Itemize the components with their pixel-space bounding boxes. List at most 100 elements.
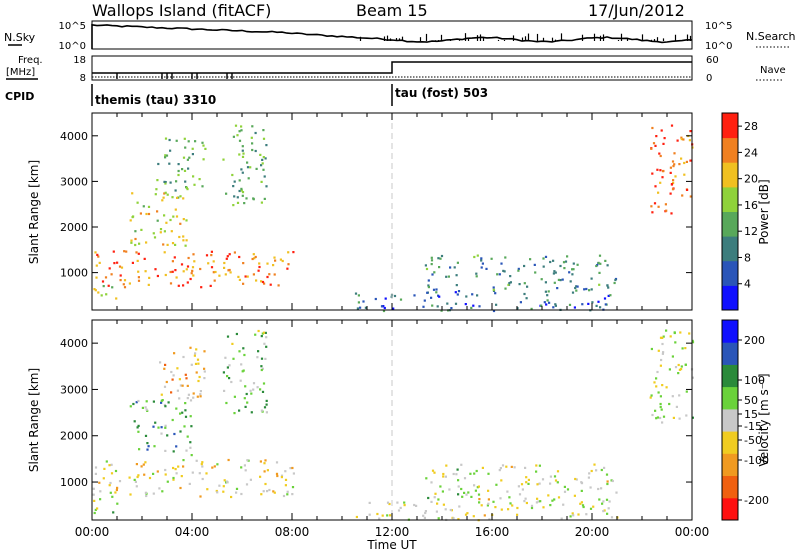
range-cell [211,466,214,469]
range-cell [572,268,575,271]
range-cell [262,156,265,159]
range-cell [424,510,427,513]
range-cell [260,365,263,368]
range-cell [549,482,552,485]
range-cell [176,196,179,199]
range-cell [291,486,295,489]
range-cell [137,430,140,433]
range-cell [662,351,665,354]
range-cell [194,140,197,143]
range-cell [552,272,555,275]
freq-panel: 18 8 60 0 Freq. [MHz] Nave [6,55,786,84]
range-cell [651,211,654,214]
cpid-label: CPID [5,90,34,103]
range-cell [437,257,440,260]
power-colorbar: 4 8 12 16 20 24 28 [721,112,758,311]
range-cell [95,276,98,279]
range-cell [174,208,177,211]
range-cell [185,377,188,380]
range-cell [179,486,182,490]
range-cell [251,125,254,128]
range-cell [475,272,478,275]
range-cell [589,507,593,510]
y-tick-label: 3000 [60,383,88,396]
range-cell [403,504,406,507]
range-cell [233,395,236,398]
range-cell [155,188,158,191]
range-cell [184,415,188,418]
range-cell [182,235,185,238]
range-cell [175,215,179,218]
range-cell [159,228,163,231]
range-cell [165,154,169,157]
range-cell [464,303,467,306]
range-cell [524,497,527,500]
range-cell [447,275,450,278]
colorbar-tick-label: 200 [744,334,765,347]
range-cell [438,295,441,298]
range-cell [691,341,695,344]
range-cell [433,471,436,474]
range-cell [425,477,428,480]
range-cell [368,513,371,516]
range-cell [169,218,172,222]
range-cell [164,473,167,476]
range-cell [691,339,694,342]
range-cell [470,495,473,498]
range-cell [197,362,200,365]
range-cell [576,285,579,288]
range-cell [170,370,173,374]
range-cell [264,459,267,462]
range-cell [199,390,202,393]
range-cell [661,342,664,346]
colorbar-tick-label: -15 [744,420,762,433]
range-cell [93,511,96,515]
range-cell [203,377,206,380]
range-cell [244,469,247,472]
range-cell [610,479,613,482]
range-cell [162,196,165,199]
cpid-entry-0: themis (tau) 3310 [95,93,216,107]
range-cell [563,267,566,270]
range-cell [588,289,591,292]
range-cell [159,361,162,364]
range-cell [286,490,289,493]
range-cell [386,501,390,504]
x-tick-label: 08:00 [275,525,310,539]
colorbar-segment [722,236,738,262]
range-cell [163,230,166,233]
range-cell [381,514,384,517]
range-cell [518,283,521,286]
range-cell [102,285,105,288]
range-cell [495,483,498,486]
range-cell [236,201,240,204]
range-cell [581,303,584,306]
range-cell [516,506,519,510]
range-cell [426,291,429,294]
range-cell [146,442,149,445]
range-cell [135,401,138,404]
range-cell [198,178,201,181]
range-cell [650,147,653,150]
range-cell [222,485,225,488]
range-cell [263,175,266,178]
range-cell [276,474,279,478]
range-cell [670,183,673,186]
range-cell [464,513,468,516]
range-cell [486,504,489,507]
range-cell [241,194,244,197]
range-cell [260,335,263,338]
range-cell [436,502,439,505]
range-cell [674,175,677,178]
range-cell [143,473,146,476]
range-cell [413,294,416,297]
range-cell [215,489,218,493]
range-cell [172,374,175,377]
range-cell [138,448,141,451]
range-cell [265,345,268,348]
range-cell [172,476,175,480]
range-cell [273,491,276,494]
range-cell [445,275,448,278]
range-cell [574,477,577,481]
range-cell [548,301,551,304]
